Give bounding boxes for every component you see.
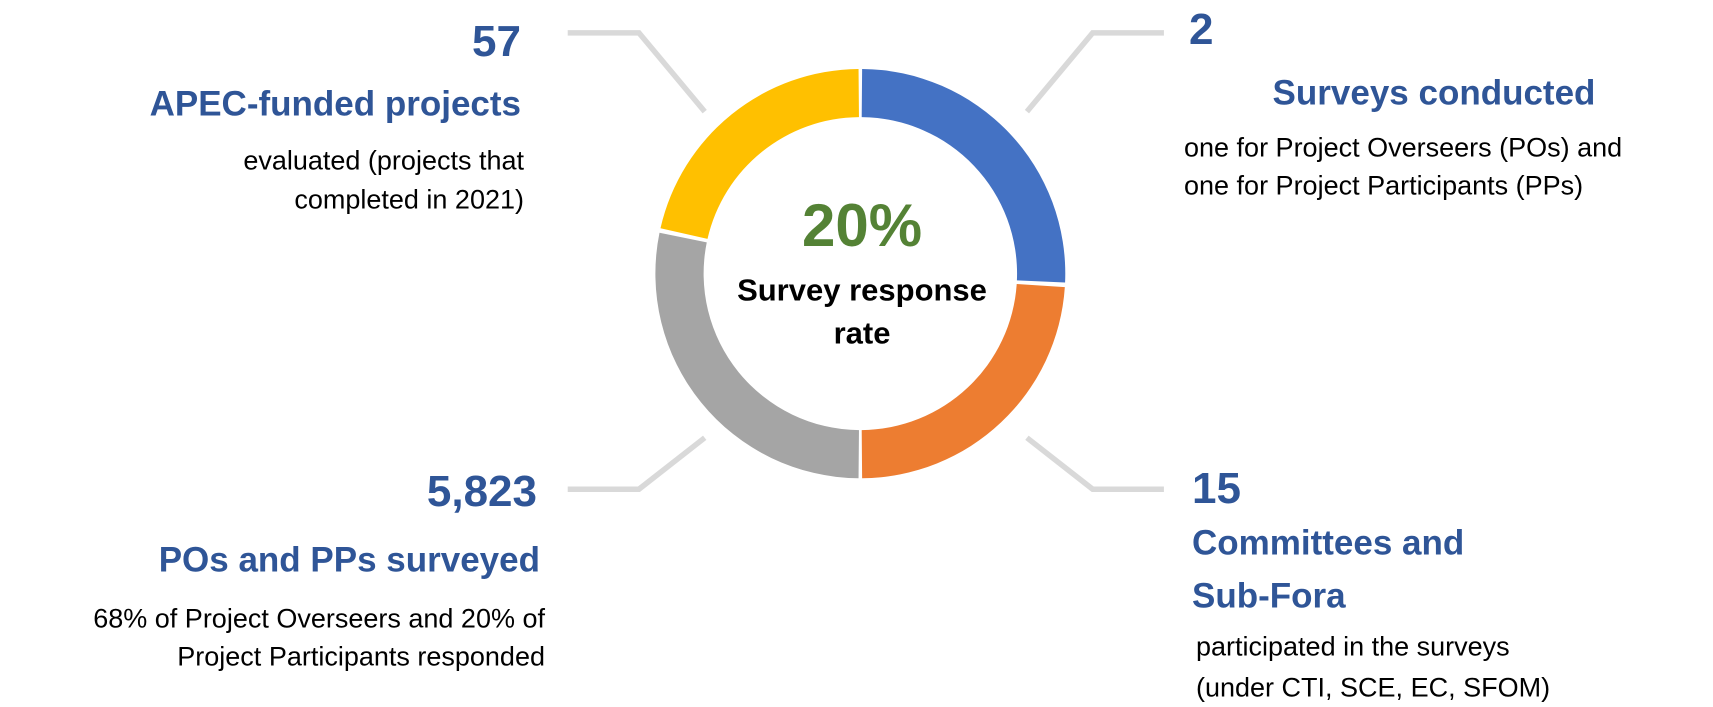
connectors (567, 30, 1164, 492)
donut-segment (861, 68, 1066, 283)
stat-description: completed in 2021) (294, 184, 524, 215)
stat-number: 57 (472, 17, 521, 66)
stat-description: one for Project Participants (PPs) (1184, 170, 1584, 201)
stat-number: 5,823 (426, 467, 537, 516)
connector (1024, 30, 1164, 114)
stat-title: Committees and (1192, 523, 1465, 563)
connector (567, 30, 707, 114)
stat-description: 68% of Project Overseers and 20% of (93, 603, 545, 634)
stat-description: participated in the surveys (1196, 631, 1510, 662)
donut-segment (660, 68, 859, 239)
donut-segment (655, 232, 859, 479)
connector (1025, 435, 1164, 492)
center-label: rate (833, 315, 891, 351)
center-label: Survey response (737, 272, 987, 308)
stat-number: 2 (1189, 5, 1214, 54)
stat-description: Project Participants responded (177, 641, 545, 672)
stat-title: Surveys conducted (1272, 73, 1596, 113)
donut-segment (861, 283, 1065, 479)
center-value: 20% (801, 192, 923, 259)
stat-number: 15 (1192, 464, 1241, 513)
stat-title: POs and PPs surveyed (158, 540, 540, 580)
connector (567, 435, 707, 492)
stat-description: one for Project Overseers (POs) and (1184, 132, 1623, 163)
stat-description: (under CTI, SCE, EC, SFOM) (1196, 672, 1551, 703)
stat-description: evaluated (projects that (243, 145, 524, 176)
stat-title: APEC-funded projects (149, 84, 521, 124)
donut (655, 68, 1066, 479)
stat-title: Sub-Fora (1192, 576, 1346, 616)
